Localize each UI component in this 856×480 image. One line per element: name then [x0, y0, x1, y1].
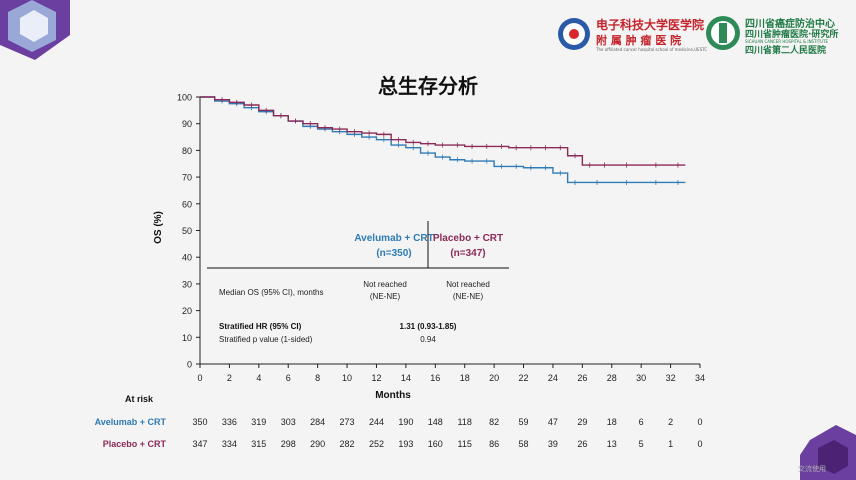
y-tick-label: 60	[182, 199, 192, 209]
y-axis-label: OS (%)	[153, 211, 164, 244]
logo2-small: SICHUAN CANCER HOSPITAL & INSTITUTE	[745, 39, 829, 44]
y-tick-label: 70	[182, 173, 192, 183]
at-risk-value: 347	[192, 439, 207, 449]
x-axis-label: Months	[375, 390, 411, 401]
y-tick-label: 100	[177, 93, 192, 103]
sichuan-cancer-hospital-logo: 四川省癌症防治中心 四川省肿瘤医院·研究所 SICHUAN CANCER HOS…	[705, 12, 853, 56]
series-line-avelumab	[200, 96, 686, 184]
table-cell-avelumab-median-ci: (NE-NE)	[370, 292, 401, 301]
at-risk-value: 193	[398, 439, 413, 449]
table-cell-pvalue: 0.94	[420, 335, 436, 344]
x-tick-label: 28	[607, 373, 617, 383]
at-risk-value: 118	[458, 417, 472, 427]
corner-decoration-top-left	[0, 0, 70, 60]
y-tick-label: 40	[182, 253, 192, 263]
at-risk-value: 13	[607, 439, 617, 449]
at-risk-value: 290	[310, 439, 325, 449]
at-risk-value: 284	[310, 417, 325, 427]
at-risk-value: 47	[548, 417, 558, 427]
at-risk-value: 319	[251, 417, 266, 427]
y-tick-label: 50	[182, 226, 192, 236]
x-tick-label: 16	[430, 373, 440, 383]
at-risk-value: 2	[668, 417, 673, 427]
x-tick-label: 4	[256, 373, 261, 383]
x-tick-label: 6	[286, 373, 291, 383]
at-risk-value: 282	[340, 439, 355, 449]
at-risk-value: 0	[697, 439, 702, 449]
x-tick-label: 14	[401, 373, 411, 383]
logo2-line1: 四川省癌症防治中心	[745, 19, 835, 30]
footer-note: 交流使用	[798, 465, 826, 473]
at-risk-value: 298	[281, 439, 296, 449]
at-risk-title: At risk	[125, 394, 154, 404]
at-risk-value: 252	[369, 439, 384, 449]
at-risk-value: 29	[577, 417, 587, 427]
at-risk-value: 59	[519, 417, 529, 427]
table-header-placebo-line2: (n=347)	[450, 248, 485, 259]
at-risk-value: 190	[398, 417, 413, 427]
at-risk-value: 244	[369, 417, 384, 427]
x-tick-label: 30	[636, 373, 646, 383]
slide-title: 总生存分析	[378, 74, 478, 98]
x-tick-label: 0	[197, 373, 202, 383]
at-risk-row-label: Placebo + CRT	[103, 439, 167, 449]
uestc-hospital-logo: 电子科技大学医学院 附 属 肿 瘤 医 院 The affiliated can…	[556, 12, 707, 54]
at-risk-value: 6	[639, 417, 644, 427]
logo1-line1: 电子科技大学医学院	[596, 18, 705, 32]
x-tick-label: 32	[666, 373, 676, 383]
at-risk-value: 148	[428, 417, 443, 427]
y-tick-label: 30	[182, 279, 192, 289]
y-tick-label: 90	[182, 119, 192, 129]
x-tick-label: 8	[315, 373, 320, 383]
table-cell-placebo-median-ci: (NE-NE)	[453, 292, 484, 301]
y-tick-label: 10	[182, 333, 192, 343]
at-risk-value: 336	[222, 417, 237, 427]
at-risk-value: 82	[489, 417, 499, 427]
logo1-small: The affiliated cancer hospital school of…	[596, 47, 708, 52]
x-tick-label: 12	[371, 373, 381, 383]
at-risk-value: 303	[281, 417, 296, 427]
logo2-line2: 四川省肿瘤医院·研究所	[745, 30, 839, 40]
table-row-label: Stratified HR (95% CI)	[219, 322, 302, 331]
at-risk-value: 26	[577, 439, 587, 449]
at-risk-row-label: Avelumab + CRT	[95, 417, 167, 427]
table-header-placebo-line1: Placebo + CRT	[433, 233, 503, 244]
y-tick-label: 80	[182, 146, 192, 156]
table-row-label: Stratified p value (1-sided)	[219, 335, 313, 344]
x-tick-label: 20	[489, 373, 499, 383]
at-risk-value: 39	[548, 439, 558, 449]
x-tick-label: 22	[519, 373, 529, 383]
y-tick-label: 0	[187, 360, 192, 370]
table-cell-avelumab-median: Not reached	[363, 280, 407, 289]
table-header-avelumab-line2: (n=350)	[376, 248, 411, 259]
logo2-line3: 四川省第二人民医院	[745, 46, 827, 56]
table-cell-hr: 1.31 (0.93-1.85)	[400, 322, 457, 331]
at-risk-value: 315	[251, 439, 266, 449]
at-risk-value: 18	[607, 417, 617, 427]
x-tick-label: 24	[548, 373, 558, 383]
x-tick-label: 34	[695, 373, 705, 383]
at-risk-value: 5	[639, 439, 644, 449]
at-risk-value: 0	[697, 417, 702, 427]
x-tick-label: 2	[227, 373, 232, 383]
at-risk-value: 273	[340, 417, 355, 427]
at-risk-value: 1	[668, 439, 673, 449]
at-risk-value: 86	[489, 439, 499, 449]
y-tick-label: 20	[182, 306, 192, 316]
at-risk-value: 334	[222, 439, 237, 449]
at-risk-value: 115	[458, 439, 472, 449]
at-risk-value: 350	[192, 417, 207, 427]
x-tick-label: 18	[460, 373, 470, 383]
at-risk-value: 58	[519, 439, 529, 449]
corner-decoration-bottom-right	[800, 425, 856, 480]
at-risk-value: 160	[428, 439, 443, 449]
logo1-line2: 附 属 肿 瘤 医 院	[596, 34, 682, 47]
table-cell-placebo-median: Not reached	[446, 280, 490, 289]
x-tick-label: 26	[577, 373, 587, 383]
x-tick-label: 10	[342, 373, 352, 383]
table-header-avelumab-line1: Avelumab + CRT	[354, 233, 433, 244]
table-row-label: Median OS (95% CI), months	[219, 288, 323, 297]
